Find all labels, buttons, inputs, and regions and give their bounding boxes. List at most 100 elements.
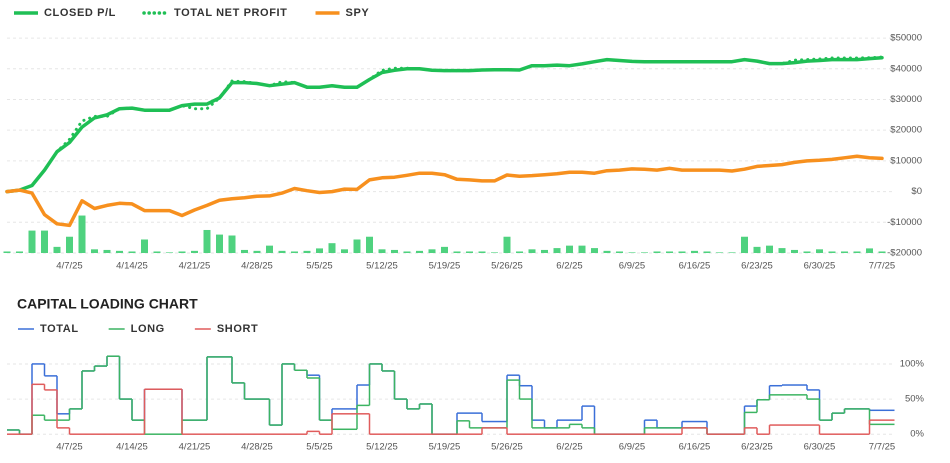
bar (741, 236, 748, 254)
bar (178, 251, 186, 254)
bar (391, 249, 398, 254)
bar (578, 245, 586, 254)
y-tick-label: -$20000 (887, 248, 922, 259)
x-tick-label: 7/7/25 (869, 442, 895, 453)
bar (528, 249, 536, 254)
legend-label: TOTAL (40, 323, 79, 335)
x-tick-label: 6/16/25 (679, 261, 711, 272)
bar (28, 230, 36, 254)
bar (641, 252, 648, 254)
bar (203, 229, 211, 254)
legend-label: TOTAL NET PROFIT (174, 7, 288, 19)
y-tick-label: 0% (910, 429, 924, 440)
chart-title: CAPITAL LOADING CHART (17, 296, 198, 312)
legend-label: SPY (346, 7, 370, 19)
x-tick-label: 6/30/25 (804, 261, 836, 272)
x-tick-label: 6/16/25 (679, 442, 711, 453)
bar (691, 250, 698, 254)
y-tick-label: $40000 (890, 63, 922, 74)
legend-label: SHORT (217, 323, 259, 335)
x-tick-label: 4/28/25 (241, 442, 273, 453)
bar (778, 248, 786, 254)
bar (441, 246, 448, 254)
bar (216, 234, 223, 254)
bar (141, 239, 148, 254)
series-line (5, 154, 884, 228)
x-tick-label: 6/2/25 (556, 261, 582, 272)
x-tick-label: 6/23/25 (741, 442, 773, 453)
x-tick-label: 6/9/25 (619, 442, 645, 453)
bar (41, 230, 48, 254)
y-tick-label: $50000 (890, 33, 922, 44)
bar (266, 245, 273, 254)
legend-label: LONG (131, 323, 165, 335)
bar (341, 249, 348, 254)
x-tick-label: 5/19/25 (429, 261, 461, 272)
bar (103, 249, 111, 254)
bar (253, 250, 261, 254)
y-tick-label: $0 (911, 186, 922, 197)
series-line (5, 55, 884, 194)
x-tick-label: 5/5/25 (306, 261, 332, 272)
y-tick-label: $20000 (890, 125, 922, 136)
bar (278, 250, 286, 254)
bar (853, 251, 861, 254)
bar (153, 251, 161, 254)
x-tick-label: 4/21/25 (179, 442, 211, 453)
bar (678, 251, 686, 254)
bar (816, 249, 823, 254)
bar (766, 245, 773, 254)
y-tick-label: 50% (905, 394, 925, 405)
bar (703, 251, 711, 254)
x-tick-label: 4/7/25 (56, 442, 82, 453)
bar (791, 249, 798, 254)
bar (166, 252, 173, 254)
step-riser (18, 356, 871, 435)
bar (291, 251, 298, 254)
x-tick-label: 4/7/25 (56, 261, 82, 272)
bar (716, 252, 723, 254)
bar (416, 250, 423, 254)
y-tick-label: 100% (900, 358, 925, 369)
x-tick-label: 5/12/25 (366, 442, 398, 453)
x-tick-label: 6/30/25 (804, 442, 836, 453)
x-tick-label: 5/19/25 (429, 442, 461, 453)
bar (453, 251, 461, 254)
bar (91, 249, 98, 254)
x-tick-label: 6/2/25 (556, 442, 582, 453)
bar (116, 250, 123, 254)
y-tick-label: $10000 (890, 155, 922, 166)
y-tick-label: $30000 (890, 94, 922, 105)
x-tick-label: 5/26/25 (491, 442, 523, 453)
bar (3, 251, 11, 254)
bar (503, 236, 511, 254)
bar (591, 248, 598, 254)
bar (78, 215, 86, 254)
bar (303, 250, 311, 254)
bar (628, 252, 636, 254)
series-line (5, 55, 884, 194)
bar (828, 251, 836, 254)
bar (878, 251, 886, 254)
x-tick-label: 4/14/25 (116, 442, 148, 453)
bar (866, 248, 873, 254)
bar (616, 251, 623, 254)
bar (841, 251, 848, 254)
bar (353, 239, 361, 254)
bar (603, 250, 611, 254)
x-tick-label: 4/21/25 (179, 261, 211, 272)
bar (566, 245, 573, 254)
bar (328, 243, 336, 254)
x-tick-label: 5/12/25 (366, 261, 398, 272)
bar (803, 251, 811, 254)
bar (478, 251, 486, 254)
bar (553, 248, 561, 254)
x-tick-label: 5/5/25 (306, 442, 332, 453)
bar (228, 235, 236, 254)
bar (403, 251, 411, 254)
bar (241, 249, 248, 254)
x-tick-label: 4/28/25 (241, 261, 273, 272)
step-riser (31, 384, 871, 435)
bar (191, 250, 198, 254)
